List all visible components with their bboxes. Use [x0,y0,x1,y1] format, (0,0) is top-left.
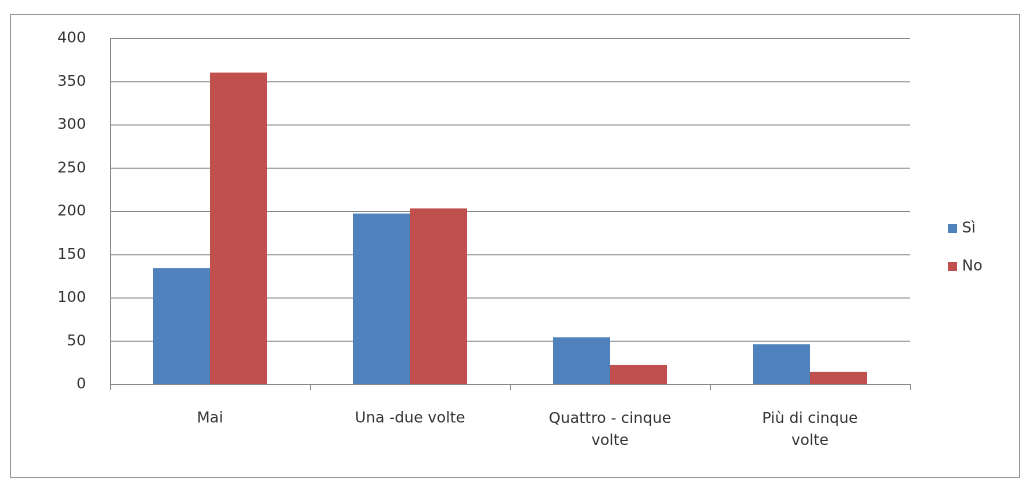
bar [353,213,410,384]
bar [610,364,667,384]
bar [410,208,467,384]
legend-swatch [948,224,957,233]
legend-label: Sì [962,219,976,237]
y-tick-label: 0 [76,375,86,393]
bar [210,72,267,384]
bar [753,344,810,384]
x-tick-label: Quattro - cinque volte [549,409,671,449]
x-tick-label: Più di cinque volte [762,409,858,449]
y-tick-label: 350 [57,72,86,90]
bar [553,337,610,384]
y-tick-label: 250 [57,158,86,176]
chart-frame [10,14,1020,478]
bar [810,371,867,384]
y-tick-label: 400 [57,29,86,47]
x-tick-label: Una -due volte [355,409,465,427]
y-tick-label: 200 [57,202,86,220]
legend-label: No [962,257,982,275]
legend-swatch [948,262,957,271]
x-tick-label: Mai [197,409,223,427]
y-tick-label: 300 [57,115,86,133]
y-tick-label: 50 [67,331,86,349]
y-tick-label: 100 [57,288,86,306]
bar [153,268,210,384]
y-tick-label: 150 [57,245,86,263]
